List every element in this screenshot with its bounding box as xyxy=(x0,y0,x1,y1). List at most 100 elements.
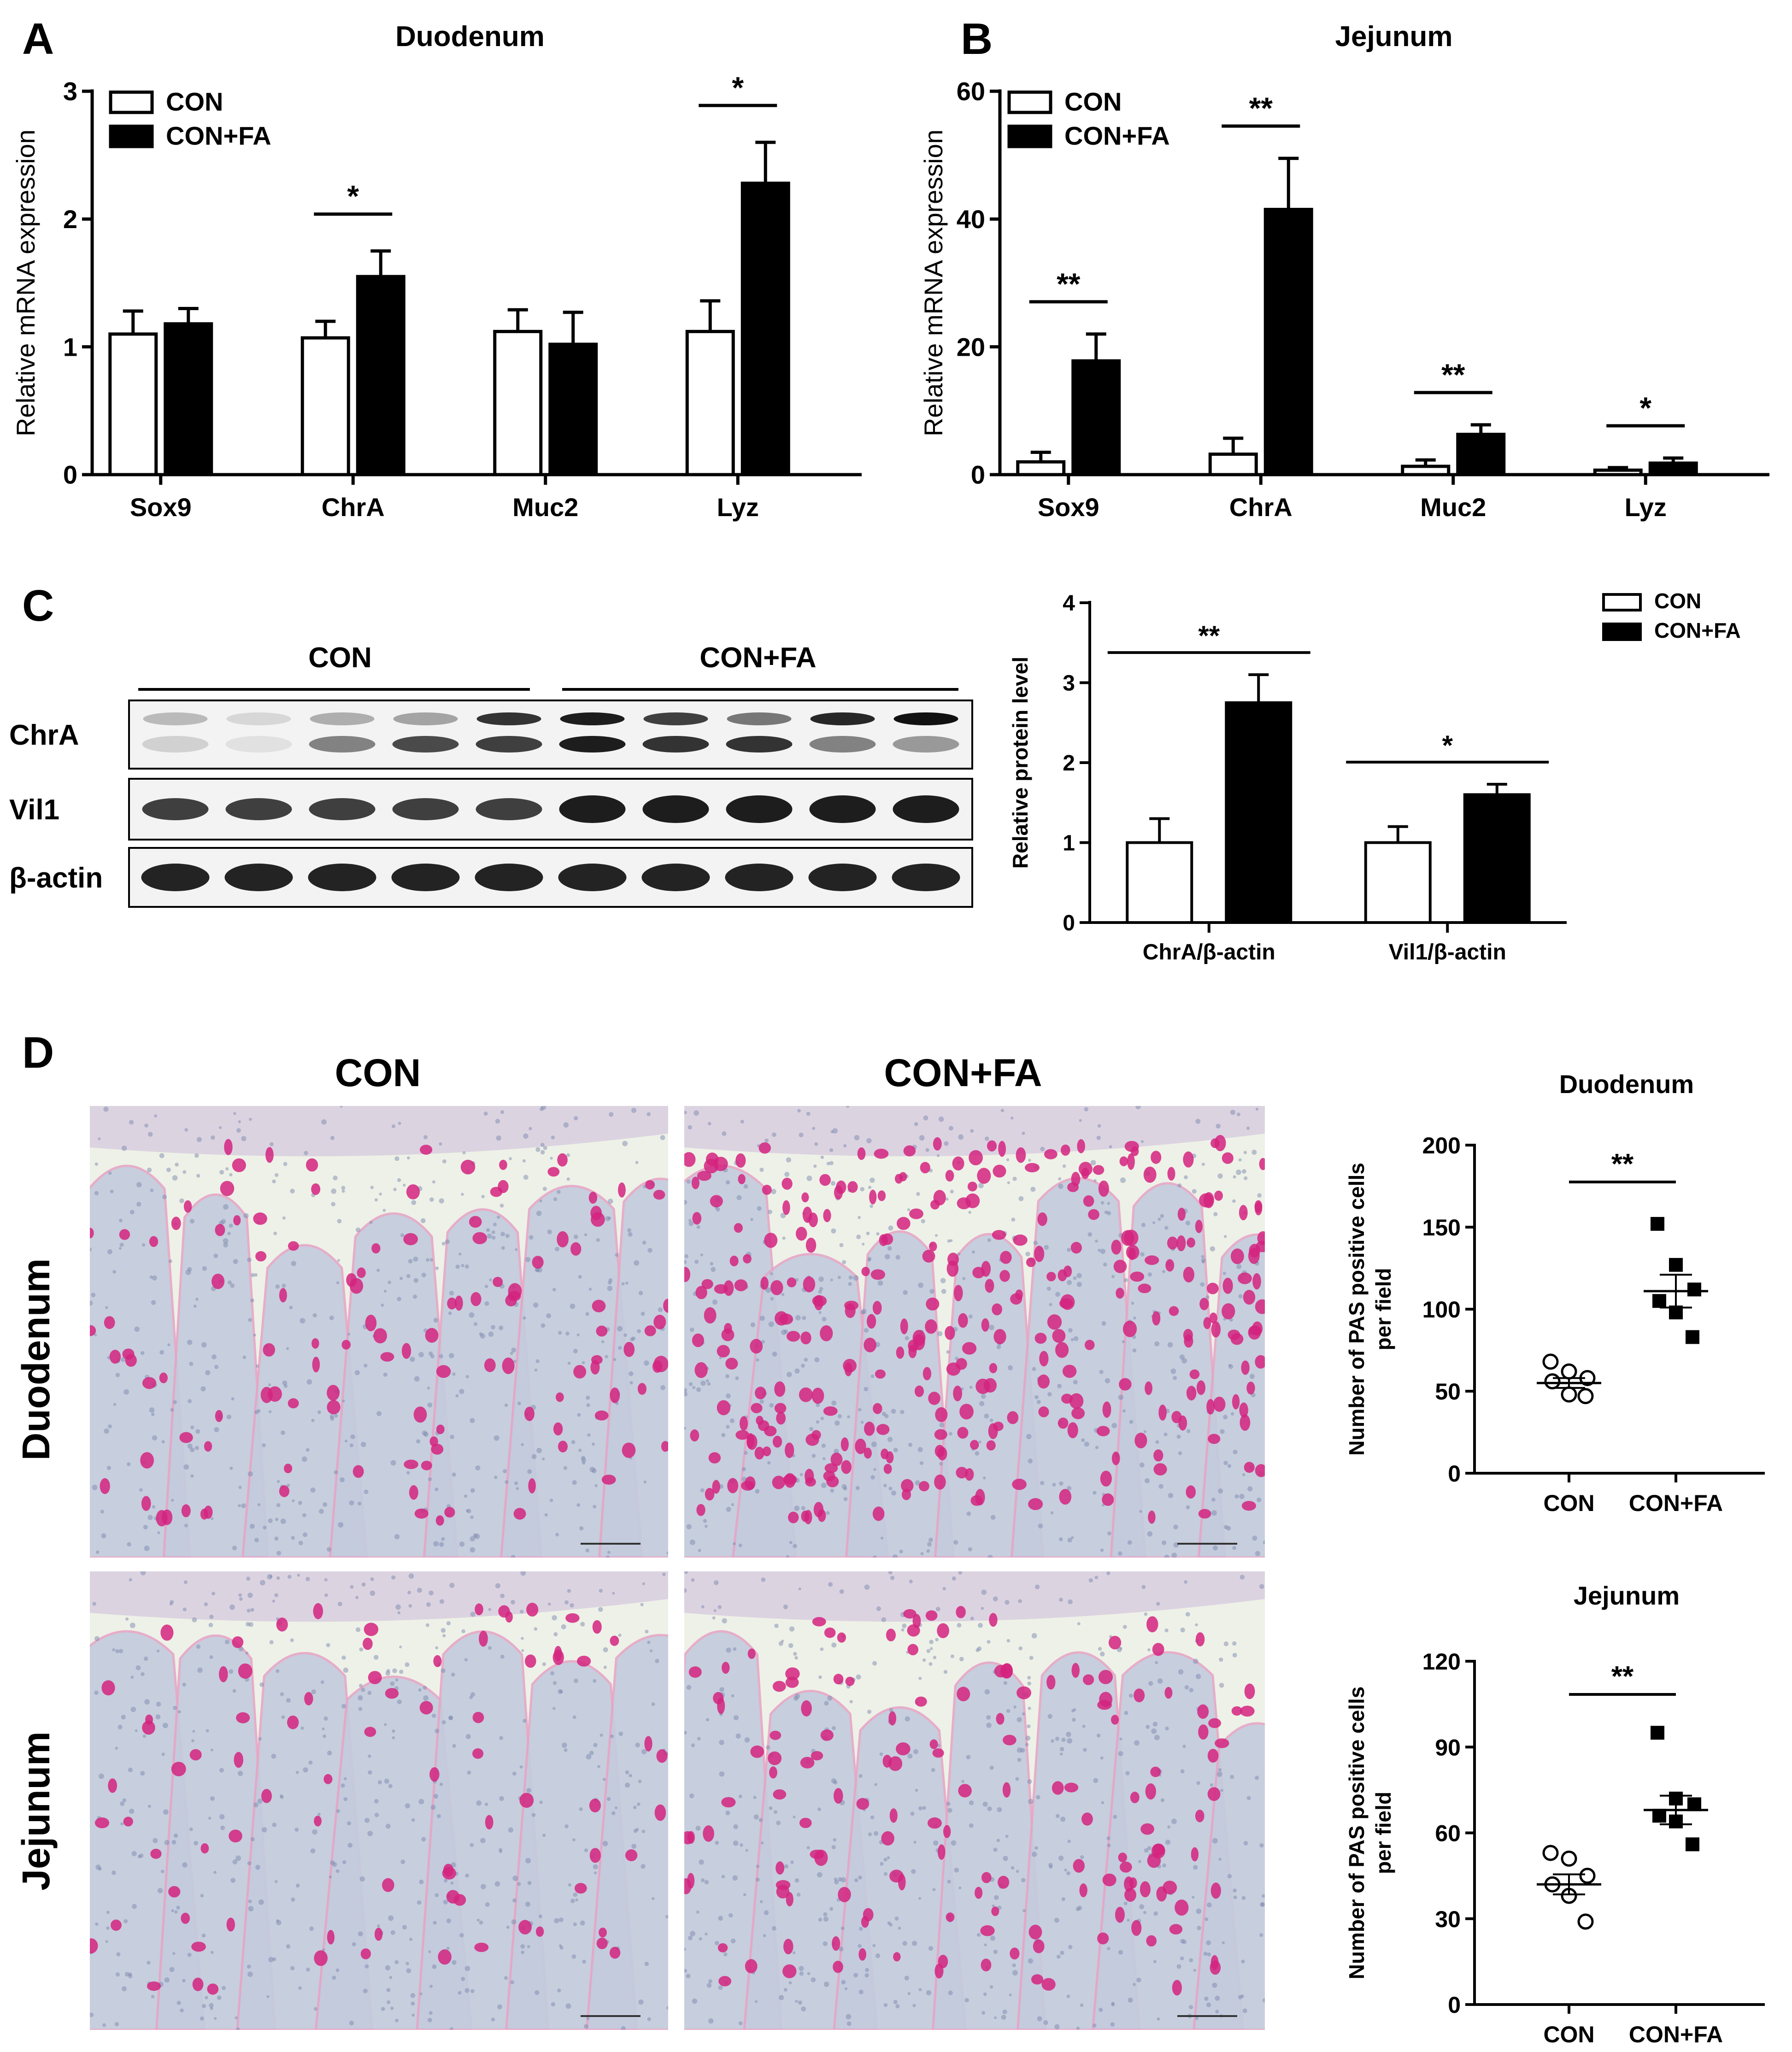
nucleus xyxy=(306,1967,310,1972)
y-tick-label: 60 xyxy=(1435,1821,1461,1846)
nucleus xyxy=(229,1223,233,1228)
pas-positive-cell xyxy=(1183,1151,1194,1168)
y-axis-label: Relative mRNA expression xyxy=(919,129,948,436)
nucleus xyxy=(1206,2002,1211,2007)
bar-con xyxy=(1208,453,1258,476)
nucleus xyxy=(854,1135,860,1141)
nucleus xyxy=(542,1187,547,1191)
blot-band xyxy=(143,712,208,725)
nucleus xyxy=(441,1668,446,1673)
nucleus xyxy=(232,1859,238,1864)
nucleus xyxy=(799,1132,804,1138)
nucleus xyxy=(820,1647,824,1651)
nucleus xyxy=(525,1858,531,1864)
nucleus xyxy=(771,1926,776,1931)
nucleus xyxy=(542,1662,546,1666)
nucleus xyxy=(576,1503,581,1507)
nucleus xyxy=(1244,1176,1248,1180)
nucleus xyxy=(769,1806,773,1810)
nucleus xyxy=(499,1203,504,1208)
nucleus xyxy=(1059,1746,1064,1752)
nucleus xyxy=(1162,1270,1165,1273)
pas-positive-cell xyxy=(591,1355,603,1364)
nucleus xyxy=(190,1447,195,1452)
pas-positive-cell xyxy=(1060,1144,1070,1156)
nucleus xyxy=(92,1484,98,1490)
pas-positive-cell xyxy=(1046,1271,1056,1282)
nucleus xyxy=(374,1812,379,1817)
nucleus xyxy=(1189,1958,1193,1963)
nucleus xyxy=(437,1814,441,1818)
pas-positive-cell xyxy=(570,1242,582,1256)
pas-positive-cell xyxy=(1169,1924,1183,1934)
pas-positive-cell xyxy=(526,1602,539,1617)
nucleus xyxy=(180,2008,184,2013)
pas-positive-cell xyxy=(385,1688,399,1699)
pas-positive-cell xyxy=(1255,1355,1265,1369)
nucleus xyxy=(494,1881,500,1887)
nucleus xyxy=(494,1435,499,1441)
nucleus xyxy=(385,1965,391,1970)
nucleus xyxy=(647,2017,651,2021)
nucleus xyxy=(587,1433,591,1437)
nucleus xyxy=(969,1386,973,1389)
nucleus xyxy=(1095,1239,1098,1243)
data-point-con-fa xyxy=(1651,1726,1664,1740)
nucleus xyxy=(525,1257,531,1263)
pas-positive-cell xyxy=(957,1427,969,1439)
nucleus xyxy=(464,1965,470,1971)
pas-positive-cell xyxy=(993,1422,1004,1431)
nucleus xyxy=(666,1551,668,1555)
pas-positive-cell xyxy=(922,1367,932,1381)
panel-label-b: B xyxy=(961,14,993,64)
pas-positive-cell xyxy=(958,1784,972,1798)
nucleus xyxy=(833,1838,836,1842)
nucleus xyxy=(1098,1647,1102,1651)
pas-positive-cell xyxy=(812,1295,827,1307)
pas-positive-cell xyxy=(414,1508,429,1519)
nucleus xyxy=(499,1736,503,1740)
nucleus xyxy=(1107,1843,1111,1847)
nucleus xyxy=(621,2026,626,2030)
nucleus xyxy=(131,1851,137,1857)
nucleus xyxy=(638,1291,643,1295)
nucleus xyxy=(575,1898,578,1902)
pas-positive-cell xyxy=(969,1150,983,1165)
pas-positive-cell xyxy=(1028,1498,1043,1510)
nucleus xyxy=(1059,1481,1063,1486)
nucleus xyxy=(197,1667,203,1673)
nucleus xyxy=(470,1611,476,1617)
nucleus xyxy=(596,1238,600,1242)
pas-positive-cell xyxy=(820,1729,834,1741)
data-point-con xyxy=(1561,1850,1577,1867)
nucleus xyxy=(236,2027,240,2030)
pas-positive-cell xyxy=(140,1452,154,1469)
x-tick-label: Muc2 xyxy=(1420,493,1486,522)
nucleus xyxy=(1152,1221,1156,1224)
nucleus xyxy=(740,1119,744,1124)
pas-positive-cell xyxy=(776,1861,785,1875)
nucleus xyxy=(968,1314,973,1319)
pas-positive-cell xyxy=(873,1403,882,1414)
blot-band xyxy=(142,736,209,753)
data-point-con-fa xyxy=(1669,1258,1683,1272)
nucleus xyxy=(413,1256,418,1262)
micro-row-jej-header: Jejunum xyxy=(14,1731,58,1891)
nucleus xyxy=(521,1951,524,1954)
nucleus xyxy=(249,1117,252,1121)
nucleus xyxy=(135,1665,141,1670)
nucleus xyxy=(1083,1748,1087,1752)
nucleus xyxy=(688,1382,693,1387)
nucleus xyxy=(1155,1661,1158,1664)
nucleus xyxy=(129,1578,132,1582)
nucleus xyxy=(323,1734,326,1738)
nucleus xyxy=(330,1135,335,1141)
nucleus xyxy=(543,1146,547,1150)
pas-positive-cell xyxy=(1207,1787,1221,1801)
pas-positive-cell xyxy=(1243,1290,1256,1305)
pas-positive-cell xyxy=(502,1357,515,1374)
nucleus xyxy=(950,1654,954,1658)
nucleus xyxy=(848,1282,852,1286)
nucleus xyxy=(432,1964,437,1969)
nucleus xyxy=(182,1170,187,1174)
